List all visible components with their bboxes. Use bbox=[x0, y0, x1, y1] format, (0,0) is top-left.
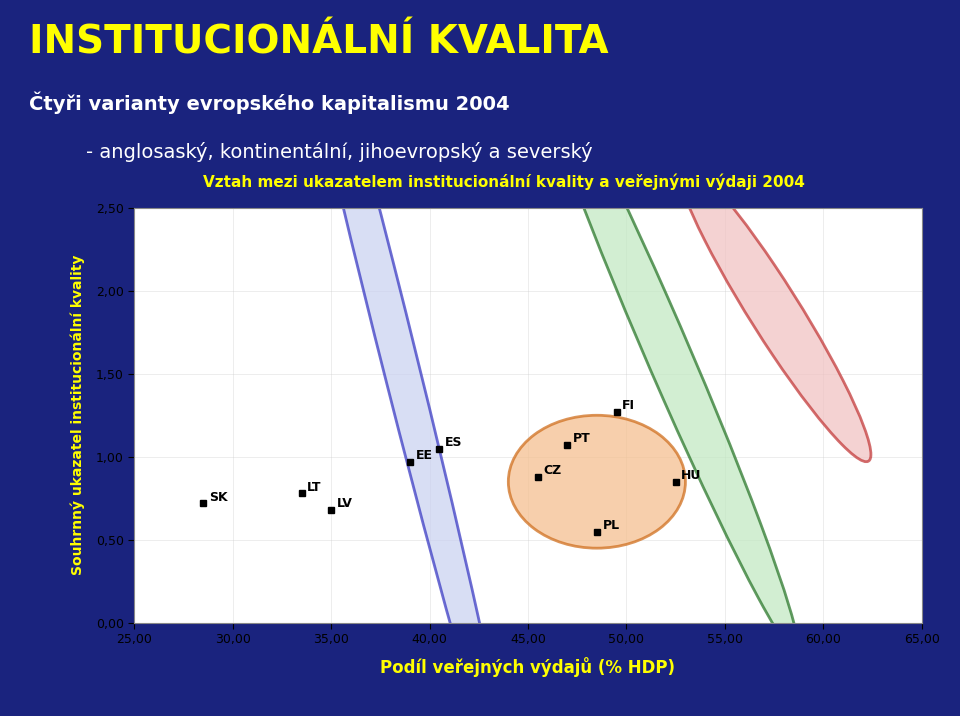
Text: EE: EE bbox=[416, 449, 432, 462]
Text: ES: ES bbox=[445, 436, 463, 449]
Text: LV: LV bbox=[337, 497, 352, 511]
Y-axis label: Souhrnný ukazatel institucionální kvality: Souhrnný ukazatel institucionální kvalit… bbox=[70, 255, 84, 576]
Text: CZ: CZ bbox=[543, 464, 562, 477]
Ellipse shape bbox=[509, 415, 685, 548]
Ellipse shape bbox=[533, 44, 799, 654]
Text: PT: PT bbox=[573, 432, 590, 445]
Text: LT: LT bbox=[307, 480, 322, 493]
Text: PL: PL bbox=[603, 519, 619, 532]
Text: - anglosaský, kontinentální, jihoevropský a severský: - anglosaský, kontinentální, jihoevropsk… bbox=[86, 142, 593, 162]
Text: INSTITUCIONÁLNÍ KVALITA: INSTITUCIONÁLNÍ KVALITA bbox=[29, 24, 609, 62]
Text: HU: HU bbox=[682, 469, 702, 482]
X-axis label: Podíl veřejných výdajů (% HDP): Podíl veřejných výdajů (% HDP) bbox=[380, 657, 676, 677]
Ellipse shape bbox=[265, 0, 516, 716]
Ellipse shape bbox=[677, 160, 871, 462]
Text: SK: SK bbox=[209, 490, 228, 503]
Text: Čtyři varianty evropského kapitalismu 2004: Čtyři varianty evropského kapitalismu 20… bbox=[29, 92, 510, 114]
Text: FI: FI bbox=[622, 400, 636, 412]
Text: Vztah mezi ukazatelem institucionální kvality a veřejnými výdaji 2004: Vztah mezi ukazatelem institucionální kv… bbox=[204, 173, 804, 190]
